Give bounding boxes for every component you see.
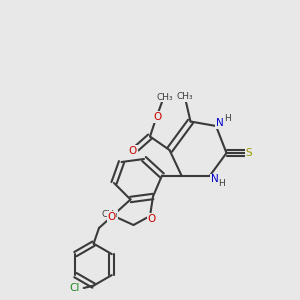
Text: O: O [129,146,137,156]
Text: H: H [218,178,225,188]
Text: H: H [224,114,230,123]
Text: Cl: Cl [70,283,80,293]
Text: N: N [211,174,218,184]
Text: O: O [147,214,156,224]
Text: CH₃: CH₃ [176,92,193,101]
Text: N: N [216,118,224,128]
Text: S: S [245,148,252,158]
Text: O: O [153,112,162,122]
Text: CH₃: CH₃ [156,93,173,102]
Text: CH₃: CH₃ [101,210,118,219]
Text: O: O [107,212,116,222]
